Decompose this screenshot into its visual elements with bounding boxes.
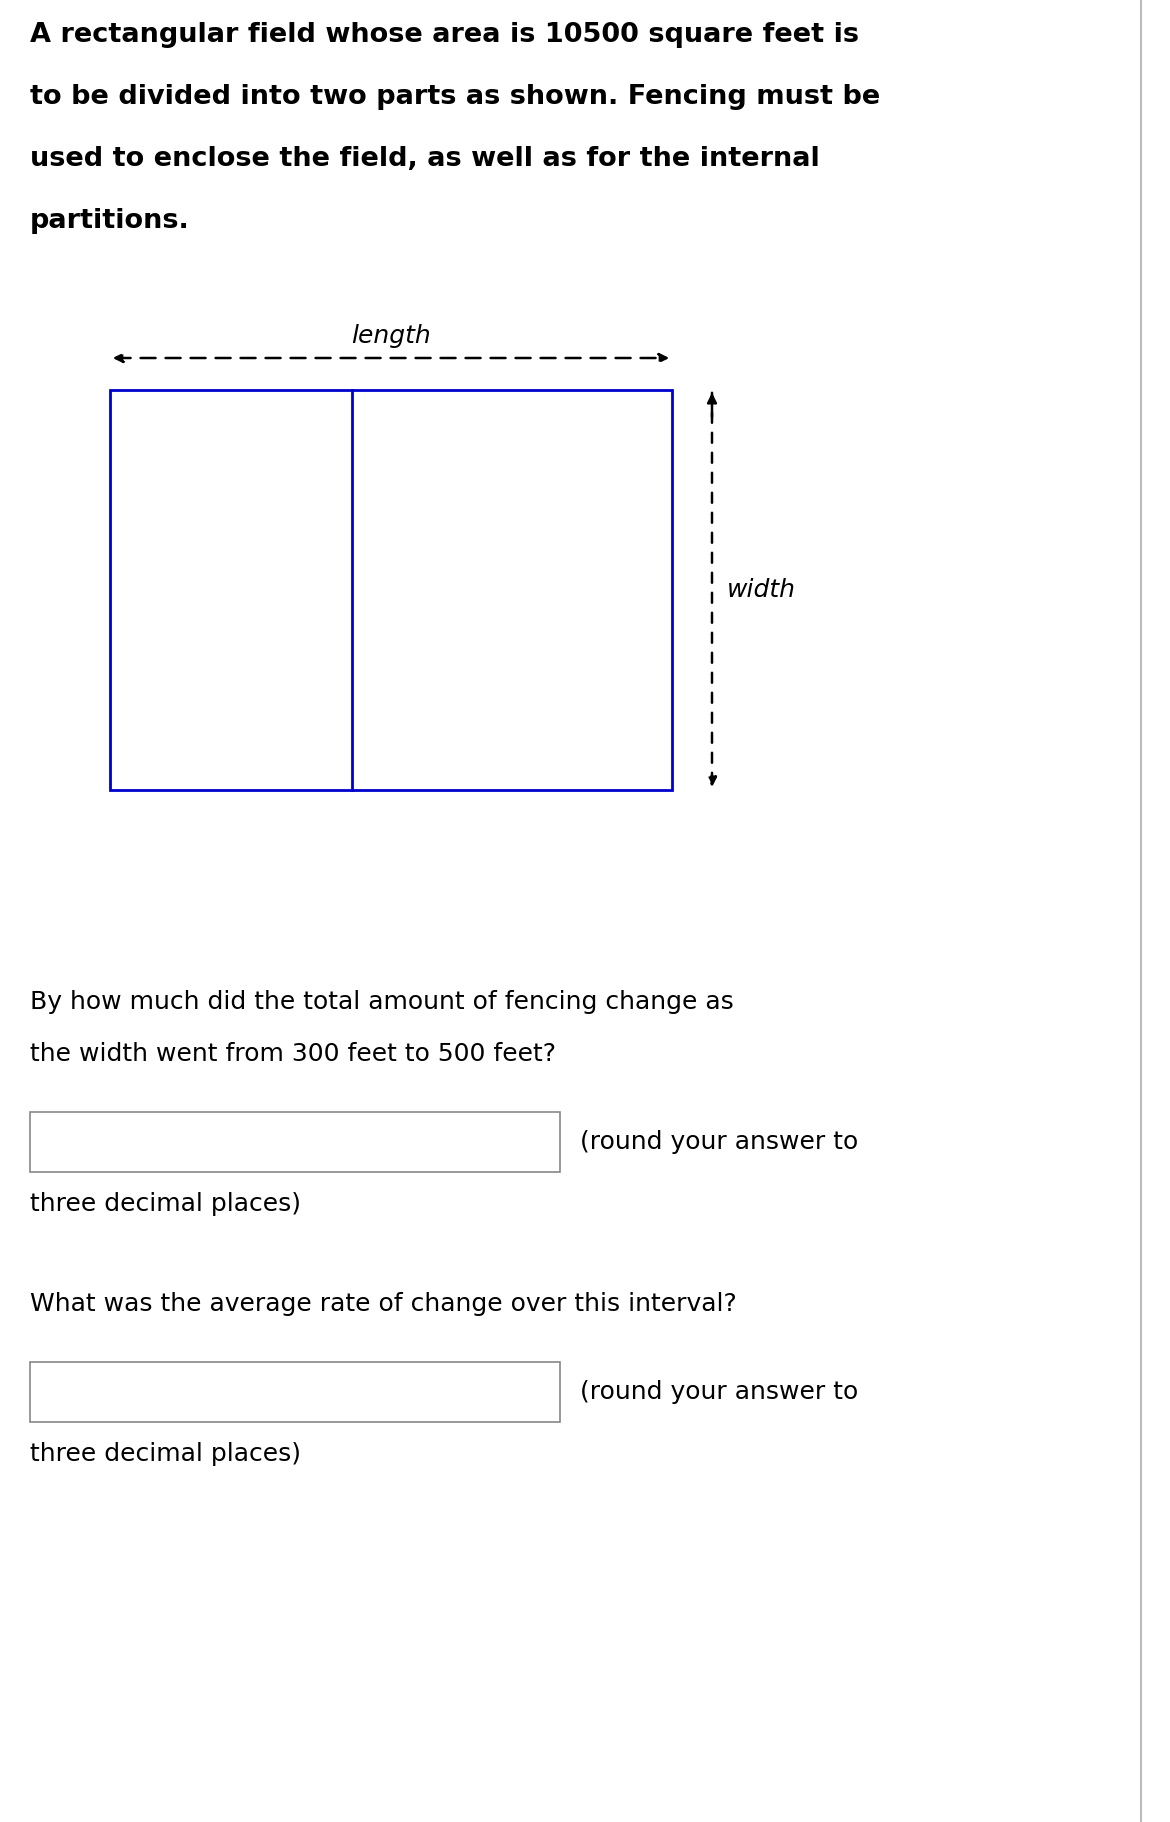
Bar [30, 1111, 560, 1172]
Text: length: length [351, 324, 431, 348]
Bar [30, 1363, 560, 1421]
Text: width: width [727, 578, 796, 601]
Text: What was the average rate of change over this interval?: What was the average rate of change over… [30, 1292, 737, 1315]
Text: three decimal places): three decimal places) [30, 1441, 301, 1467]
Text: A rectangular field whose area is 10500 square feet is: A rectangular field whose area is 10500 … [30, 22, 859, 47]
Text: partitions.: partitions. [30, 208, 190, 233]
Text: used to enclose the field, as well as for the internal: used to enclose the field, as well as fo… [30, 146, 820, 171]
Text: three decimal places): three decimal places) [30, 1192, 301, 1215]
Text: By how much did the total amount of fencing change as: By how much did the total amount of fenc… [30, 989, 734, 1015]
Text: (round your answer to: (round your answer to [580, 1379, 859, 1405]
Text: (round your answer to: (round your answer to [580, 1130, 859, 1153]
Text: the width went from 300 feet to 500 feet?: the width went from 300 feet to 500 feet… [30, 1042, 556, 1066]
Bar [110, 390, 672, 791]
Text: to be divided into two parts as shown. Fencing must be: to be divided into two parts as shown. F… [30, 84, 880, 109]
